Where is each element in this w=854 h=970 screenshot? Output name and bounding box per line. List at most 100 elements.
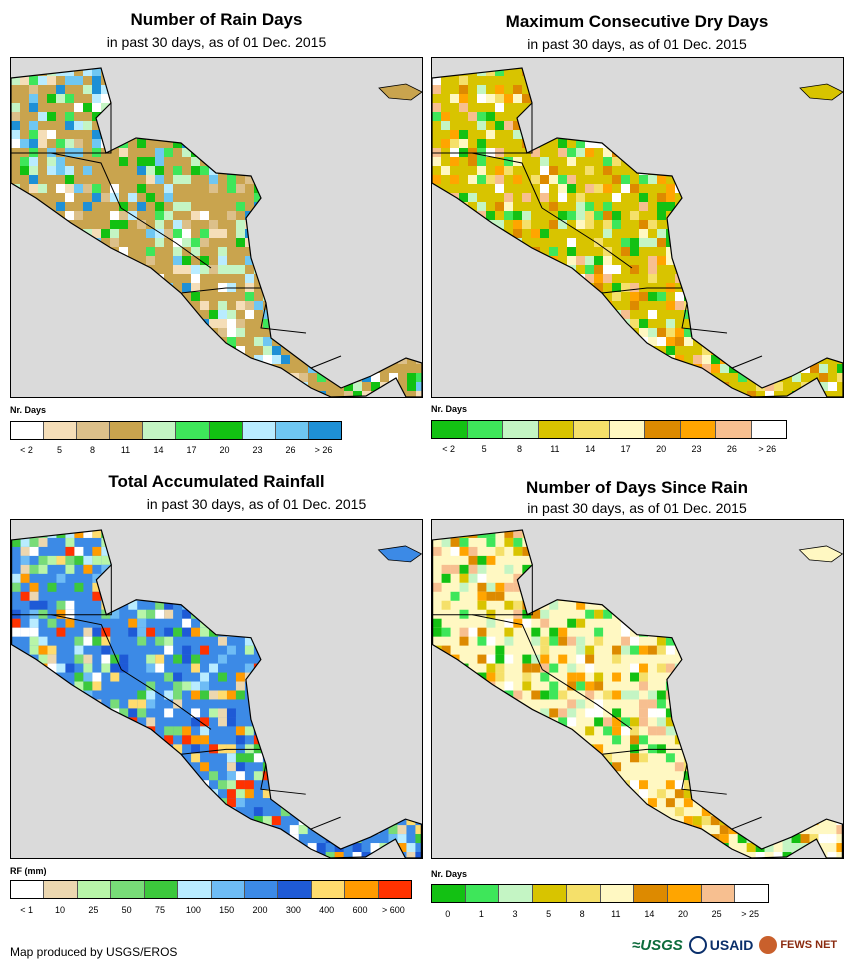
legend-swatch — [11, 422, 45, 439]
legend-label: 100 — [185, 905, 201, 915]
legend-swatch — [211, 881, 245, 898]
country-border — [11, 614, 122, 670]
panel-1-legend — [10, 421, 342, 440]
legend-label: 5 — [481, 444, 487, 454]
panel-1-subtitle: in past 30 days, as of 01 Dec. 2015 — [106, 34, 327, 50]
legend-label: 14 — [585, 444, 596, 454]
legend-swatch — [275, 422, 309, 439]
legend-swatch — [311, 881, 346, 898]
legend-label: 150 — [219, 905, 235, 915]
legend-label: 8 — [516, 444, 523, 454]
panel-1-map — [10, 57, 423, 398]
legend-swatch — [432, 885, 466, 902]
country-border — [51, 564, 112, 616]
panel-1-legend-labels: < 2 5 8 11 14 17 20 23 26 > 26 — [10, 445, 340, 457]
legend-swatch — [566, 885, 601, 902]
legend-label: > 600 — [381, 905, 405, 915]
legend-swatch — [735, 885, 769, 902]
country-border — [260, 764, 306, 795]
legend-label: 5 — [546, 909, 552, 919]
legend-label: 20 — [219, 445, 230, 455]
legend-swatch — [77, 422, 111, 439]
legend-label: 200 — [252, 905, 268, 915]
country-border — [181, 748, 261, 755]
island — [798, 545, 843, 563]
fews-net-logo: FEWS NET — [759, 936, 837, 954]
country-border — [542, 669, 633, 730]
legend-swatch — [600, 885, 635, 902]
fews-logo-text: FEWS NET — [780, 939, 838, 951]
legend-swatch — [176, 422, 210, 439]
legend-label: 26 — [726, 444, 737, 454]
country-border — [260, 302, 307, 334]
legend-label: 17 — [186, 445, 197, 455]
usgs-logo-text: ≈USGS — [632, 936, 683, 954]
map-svg — [11, 67, 422, 397]
legend-swatch — [574, 421, 610, 438]
legend-label: < 2 — [20, 445, 33, 455]
legend-label: 400 — [319, 905, 335, 915]
legend-swatch — [278, 881, 312, 898]
map-svg — [11, 529, 422, 858]
panel-2-map — [431, 57, 844, 398]
legend-swatch — [209, 422, 243, 439]
panel-2-subtitle: in past 30 days, as of 01 Dec. 2015 — [527, 36, 747, 52]
legend-swatch — [503, 421, 539, 438]
legend-label: 8 — [579, 909, 585, 919]
legend-swatch — [538, 421, 574, 438]
legend-swatch — [701, 885, 736, 902]
country-border — [121, 669, 212, 730]
usaid-logo-text: USAID — [709, 937, 754, 953]
legend-label: 17 — [620, 444, 631, 454]
legend-swatch — [751, 421, 786, 438]
legend-label: 14 — [153, 445, 164, 455]
legend-swatch — [432, 421, 468, 438]
country-border — [541, 207, 633, 269]
island — [377, 545, 422, 563]
legend-swatch — [144, 881, 179, 898]
legend-label: 25 — [711, 909, 722, 919]
legend-label: 1 — [478, 909, 484, 919]
panel-3-map — [10, 519, 423, 859]
island — [378, 83, 422, 101]
legend-swatch — [244, 881, 279, 898]
legend-label: 0 — [445, 909, 451, 919]
legend-swatch — [667, 885, 702, 902]
legend-label: 14 — [644, 909, 655, 919]
legend-swatch — [143, 422, 177, 439]
legend-swatch — [111, 881, 145, 898]
panel-3-subtitle: in past 30 days, as of 01 Dec. 2015 — [146, 496, 367, 512]
usaid-seal-icon — [688, 936, 707, 954]
legend-swatch — [77, 881, 112, 898]
panel-3-legend-title: RF (mm) — [10, 866, 47, 876]
legend-label: 50 — [121, 905, 132, 915]
legend-label: < 2 — [442, 444, 456, 454]
country-border — [602, 748, 682, 755]
usgs-logo: ≈USGS — [632, 937, 683, 954]
legend-swatch — [345, 881, 379, 898]
legend-label: 300 — [285, 905, 301, 915]
panel-4-subtitle: in past 30 days, as of 01 Dec. 2015 — [527, 500, 747, 516]
panel-2-legend — [431, 420, 787, 439]
country-border — [51, 103, 112, 154]
country-border — [432, 152, 543, 209]
panel-4-legend — [431, 884, 769, 903]
coastline — [11, 529, 422, 858]
country-border — [432, 614, 543, 670]
country-border — [11, 152, 122, 209]
legend-label: 3 — [512, 909, 518, 919]
legend-label: 25 — [88, 905, 99, 915]
legend-label: 23 — [252, 445, 263, 455]
legend-swatch — [680, 421, 716, 438]
panel-4-map — [431, 519, 844, 859]
legend-swatch — [634, 885, 668, 902]
legend-swatch — [44, 881, 78, 898]
panel-3-title: Total Accumulated Rainfall — [108, 472, 325, 491]
legend-label: 11 — [120, 445, 131, 455]
logo-strip: ≈USGS USAID FEWS NET — [632, 930, 847, 960]
legend-label: 23 — [691, 444, 702, 454]
legend-label: 600 — [352, 905, 368, 915]
legend-label: 10 — [54, 905, 66, 915]
coastline — [11, 67, 422, 397]
panel-1-legend-title: Nr. Days — [10, 405, 47, 415]
